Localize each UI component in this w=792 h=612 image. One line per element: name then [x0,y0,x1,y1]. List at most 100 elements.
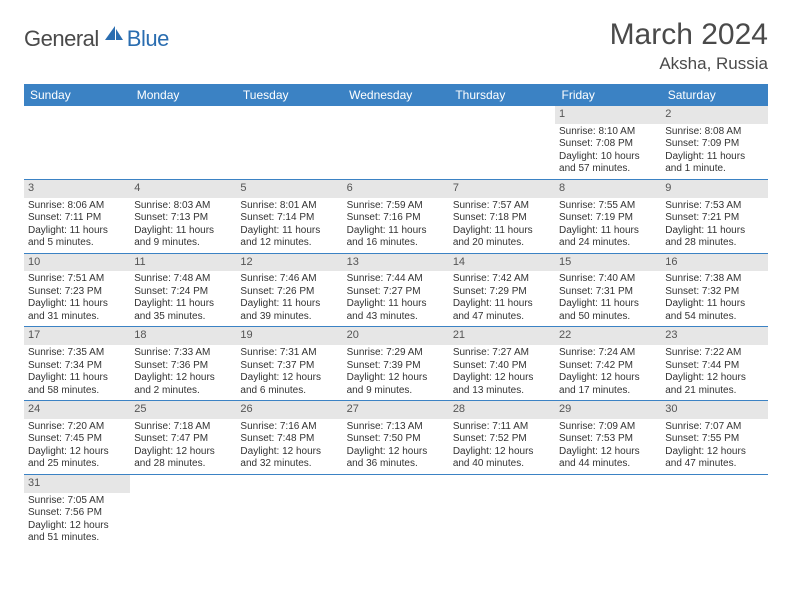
calendar-cell: 4Sunrise: 8:03 AMSunset: 7:13 PMDaylight… [130,179,236,253]
day-info-line: and 24 minutes. [559,237,657,250]
day-info-line: Daylight: 12 hours [134,372,232,385]
calendar-cell [449,474,555,547]
weekday-header: Wednesday [343,84,449,106]
day-info-line: Sunset: 7:31 PM [559,286,657,299]
day-number: 26 [236,401,342,419]
day-info-line: Sunset: 7:45 PM [28,433,126,446]
day-number: 27 [343,401,449,419]
day-info-line: Daylight: 12 hours [453,446,551,459]
calendar-cell: 22Sunrise: 7:24 AMSunset: 7:42 PMDayligh… [555,327,661,401]
logo-text-blue: Blue [127,26,169,52]
day-number: 28 [449,401,555,419]
calendar-cell [661,474,767,547]
day-info-line: and 47 minutes. [665,458,763,471]
calendar-cell [236,106,342,179]
day-info-line: and 9 minutes. [347,385,445,398]
day-info-line: and 17 minutes. [559,385,657,398]
day-info-line: and 13 minutes. [453,385,551,398]
day-info-line: and 5 minutes. [28,237,126,250]
day-number: 10 [24,254,130,272]
day-info-line: Sunrise: 7:42 AM [453,273,551,286]
day-info-line: Sunset: 7:48 PM [240,433,338,446]
day-info-line: Sunrise: 7:57 AM [453,200,551,213]
day-info-line: Daylight: 11 hours [453,298,551,311]
day-info-line: and 12 minutes. [240,237,338,250]
day-number: 20 [343,327,449,345]
day-info-line: Sunrise: 7:46 AM [240,273,338,286]
day-info-line: Sunrise: 7:09 AM [559,421,657,434]
calendar-cell [130,106,236,179]
day-info-line: Daylight: 11 hours [665,225,763,238]
day-number: 22 [555,327,661,345]
day-info-line: Daylight: 12 hours [240,446,338,459]
day-info-line: Sunrise: 7:22 AM [665,347,763,360]
day-number: 9 [661,180,767,198]
day-info-line: Sunrise: 8:03 AM [134,200,232,213]
day-info-line: and 6 minutes. [240,385,338,398]
calendar-week: 3Sunrise: 8:06 AMSunset: 7:11 PMDaylight… [24,179,768,253]
day-info-line: Sunset: 7:26 PM [240,286,338,299]
day-info-line: Sunrise: 8:10 AM [559,126,657,139]
day-number: 1 [555,106,661,124]
day-number: 16 [661,254,767,272]
calendar-cell [343,474,449,547]
weekday-header: Saturday [661,84,767,106]
day-info-line: Sunrise: 7:51 AM [28,273,126,286]
day-info-line: Daylight: 11 hours [134,225,232,238]
calendar-cell: 16Sunrise: 7:38 AMSunset: 7:32 PMDayligh… [661,253,767,327]
day-info-line: Sunrise: 7:33 AM [134,347,232,360]
calendar-cell: 10Sunrise: 7:51 AMSunset: 7:23 PMDayligh… [24,253,130,327]
day-info-line: Daylight: 11 hours [28,372,126,385]
day-info-line: Daylight: 11 hours [347,225,445,238]
day-info-line: Sunrise: 7:53 AM [665,200,763,213]
day-info-line: Daylight: 12 hours [559,446,657,459]
day-number: 12 [236,254,342,272]
day-number: 30 [661,401,767,419]
day-info-line: Daylight: 12 hours [240,372,338,385]
calendar-cell: 21Sunrise: 7:27 AMSunset: 7:40 PMDayligh… [449,327,555,401]
day-info-line: and 28 minutes. [134,458,232,471]
weekday-header: Monday [130,84,236,106]
calendar-cell: 17Sunrise: 7:35 AMSunset: 7:34 PMDayligh… [24,327,130,401]
weekday-header: Friday [555,84,661,106]
calendar-cell: 5Sunrise: 8:01 AMSunset: 7:14 PMDaylight… [236,179,342,253]
day-info-line: Sunset: 7:50 PM [347,433,445,446]
day-number: 18 [130,327,236,345]
day-info-line: Daylight: 12 hours [347,446,445,459]
calendar-cell: 7Sunrise: 7:57 AMSunset: 7:18 PMDaylight… [449,179,555,253]
calendar-cell: 2Sunrise: 8:08 AMSunset: 7:09 PMDaylight… [661,106,767,179]
day-info-line: Daylight: 11 hours [240,298,338,311]
day-info-line: Daylight: 12 hours [28,446,126,459]
month-title: March 2024 [610,18,768,52]
calendar-table: SundayMondayTuesdayWednesdayThursdayFrid… [24,84,768,548]
day-info-line: Daylight: 12 hours [347,372,445,385]
day-info-line: Daylight: 11 hours [28,225,126,238]
day-info-line: Sunrise: 8:01 AM [240,200,338,213]
logo: General Blue [24,24,169,53]
day-info-line: Sunrise: 7:20 AM [28,421,126,434]
day-info-line: Sunset: 7:27 PM [347,286,445,299]
day-info-line: Daylight: 12 hours [453,372,551,385]
day-info-line: Sunrise: 7:18 AM [134,421,232,434]
day-info-line: and 58 minutes. [28,385,126,398]
day-info-line: Sunset: 7:08 PM [559,138,657,151]
day-info-line: and 44 minutes. [559,458,657,471]
day-info-line: Sunrise: 7:31 AM [240,347,338,360]
day-info-line: Sunset: 7:47 PM [134,433,232,446]
calendar-cell: 24Sunrise: 7:20 AMSunset: 7:45 PMDayligh… [24,401,130,475]
day-info-line: Sunset: 7:53 PM [559,433,657,446]
calendar-cell: 29Sunrise: 7:09 AMSunset: 7:53 PMDayligh… [555,401,661,475]
day-info-line: Daylight: 11 hours [28,298,126,311]
day-info-line: Sunset: 7:56 PM [28,507,126,520]
day-info-line: Sunrise: 7:40 AM [559,273,657,286]
day-number: 23 [661,327,767,345]
calendar-cell: 6Sunrise: 7:59 AMSunset: 7:16 PMDaylight… [343,179,449,253]
calendar-cell: 25Sunrise: 7:18 AMSunset: 7:47 PMDayligh… [130,401,236,475]
day-info-line: and 40 minutes. [453,458,551,471]
calendar-week: 1Sunrise: 8:10 AMSunset: 7:08 PMDaylight… [24,106,768,179]
day-info-line: Daylight: 11 hours [665,298,763,311]
day-info-line: Daylight: 11 hours [347,298,445,311]
calendar-cell: 11Sunrise: 7:48 AMSunset: 7:24 PMDayligh… [130,253,236,327]
weekday-header: Sunday [24,84,130,106]
location: Aksha, Russia [610,54,768,74]
